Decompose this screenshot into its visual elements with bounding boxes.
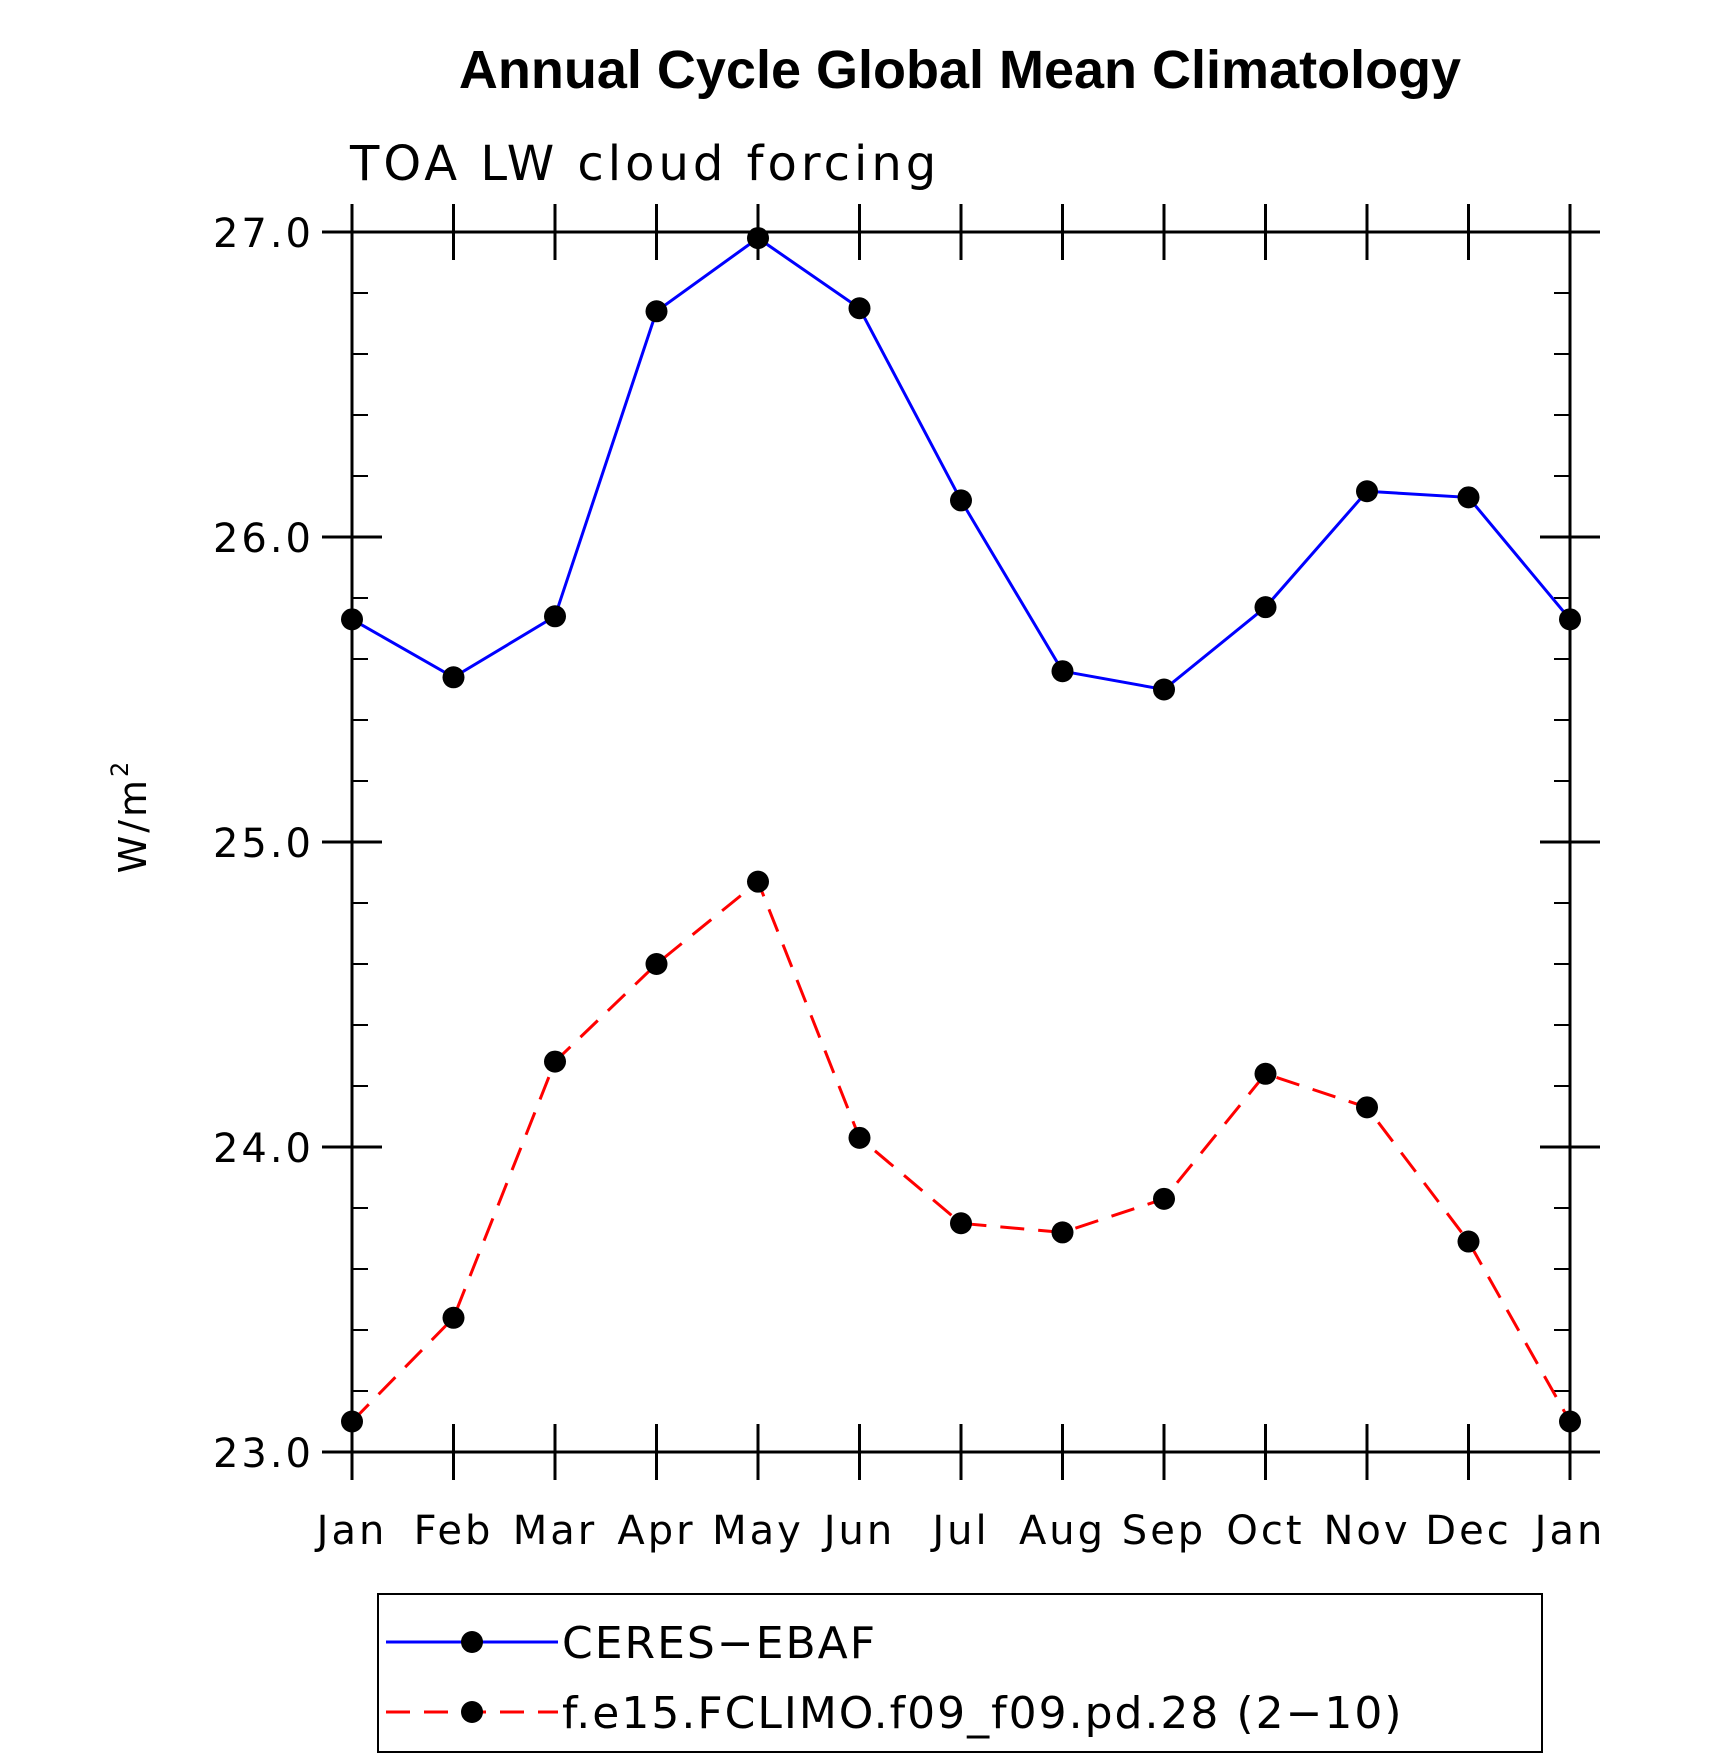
data-point-1 — [341, 1410, 363, 1433]
data-point-1 — [544, 1050, 566, 1073]
data-point-0 — [1254, 596, 1277, 619]
x-tick-label: Sep — [1122, 1508, 1206, 1554]
x-tick-label: Mar — [513, 1508, 597, 1554]
data-point-0 — [848, 297, 871, 320]
y-tick-label: 26.0 — [213, 516, 314, 562]
y-tick-label: 24.0 — [213, 1126, 314, 1172]
legend: CERES−EBAF f.e15.FCLIMO.f09_f09.pd.28 (2… — [377, 1593, 1543, 1753]
y-axis-label: W/m2 — [106, 759, 155, 874]
data-point-1 — [1457, 1230, 1480, 1253]
legend-label-ceres: CERES−EBAF — [562, 1618, 877, 1669]
y-axis-title: W/m2 — [106, 759, 155, 874]
y-axis-label-text: W/m — [111, 777, 155, 873]
x-tick-labels: Jan Feb Mar Apr May Jun Jul Aug Sep Oct Nov Dec Jan — [314, 1508, 1606, 1554]
axis-ticks — [322, 204, 1600, 1480]
data-point-0 — [747, 227, 769, 250]
x-tick-label: Jan — [314, 1508, 388, 1554]
x-tick-label: Dec — [1425, 1508, 1511, 1554]
data-point-1 — [747, 870, 769, 893]
series-line-0 — [351, 236, 1572, 692]
y-axis-label-superscript: 2 — [106, 759, 134, 777]
data-point-1 — [848, 1126, 871, 1149]
data-point-1 — [1153, 1187, 1175, 1210]
x-tick-label: Jul — [929, 1508, 989, 1554]
x-tick-label: Feb — [414, 1508, 494, 1554]
x-tick-label: Jun — [821, 1508, 896, 1554]
chart-title: Annual Cycle Global Mean Climatology — [459, 40, 1461, 100]
data-point-0 — [1051, 660, 1074, 683]
data-point-1 — [442, 1306, 465, 1329]
legend-marker-ceres — [461, 1631, 483, 1653]
chart-subtitle: TOA LW cloud forcing — [349, 136, 940, 192]
legend-marker-model — [461, 1701, 483, 1723]
series-points — [341, 227, 1581, 1433]
data-point-1 — [1559, 1410, 1581, 1433]
y-tick-labels: 23.0 24.0 25.0 26.0 27.0 — [213, 211, 314, 1477]
legend-box — [377, 1593, 1543, 1753]
x-tick-label: Nov — [1323, 1508, 1410, 1554]
x-tick-label: Oct — [1226, 1508, 1304, 1554]
data-point-1 — [1356, 1096, 1378, 1119]
data-point-0 — [1153, 678, 1175, 701]
series-lines — [350, 236, 1572, 1423]
data-point-0 — [645, 300, 668, 323]
data-point-0 — [950, 489, 972, 512]
data-point-0 — [1457, 486, 1480, 509]
data-point-0 — [544, 605, 566, 628]
data-point-0 — [1559, 608, 1581, 631]
data-point-0 — [1356, 480, 1378, 503]
x-tick-label: Jan — [1532, 1508, 1606, 1554]
y-tick-label: 25.0 — [213, 821, 314, 867]
legend-label-model: f.e15.FCLIMO.f09_f09.pd.28 (2−10) — [562, 1688, 1404, 1739]
data-point-0 — [341, 608, 363, 631]
y-tick-label: 27.0 — [213, 211, 314, 257]
x-tick-label: May — [712, 1508, 804, 1554]
data-point-1 — [950, 1212, 972, 1235]
y-tick-label: 23.0 — [213, 1431, 314, 1477]
plot-frame — [350, 230, 1572, 1454]
series-line-1 — [350, 879, 1572, 1423]
x-tick-label: Apr — [617, 1508, 695, 1554]
data-point-1 — [1051, 1221, 1074, 1244]
x-tick-label: Aug — [1019, 1508, 1106, 1554]
data-point-0 — [442, 666, 465, 689]
data-point-1 — [1254, 1062, 1277, 1085]
data-point-1 — [645, 953, 668, 975]
